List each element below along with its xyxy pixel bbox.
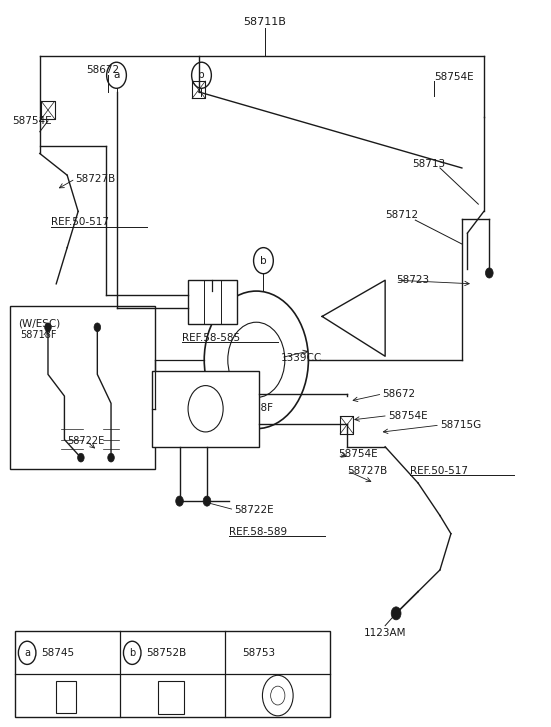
Circle shape bbox=[176, 496, 183, 506]
Circle shape bbox=[391, 607, 401, 620]
FancyBboxPatch shape bbox=[152, 371, 259, 447]
Text: 58722E: 58722E bbox=[67, 436, 105, 446]
Text: 1339CC: 1339CC bbox=[281, 353, 322, 363]
FancyBboxPatch shape bbox=[159, 681, 183, 715]
Text: 58712: 58712 bbox=[385, 210, 418, 220]
Circle shape bbox=[78, 454, 84, 462]
Text: 58752B: 58752B bbox=[147, 648, 187, 658]
Text: 58754E: 58754E bbox=[338, 449, 378, 459]
Text: 58715G: 58715G bbox=[440, 420, 481, 430]
Text: a: a bbox=[24, 648, 30, 658]
Text: 58754E: 58754E bbox=[435, 73, 474, 82]
Text: 58713: 58713 bbox=[413, 159, 446, 169]
Text: 58672: 58672 bbox=[87, 65, 120, 75]
Text: 1123AM: 1123AM bbox=[364, 628, 407, 638]
FancyBboxPatch shape bbox=[15, 632, 330, 717]
Text: REF.50-517: REF.50-517 bbox=[410, 466, 468, 475]
Text: 58753: 58753 bbox=[242, 648, 275, 658]
Text: a: a bbox=[114, 71, 120, 80]
Text: 58754E: 58754E bbox=[12, 116, 52, 126]
Text: 58754E: 58754E bbox=[388, 411, 428, 421]
Text: 58723: 58723 bbox=[396, 276, 429, 285]
Text: 58727B: 58727B bbox=[347, 466, 387, 475]
FancyBboxPatch shape bbox=[56, 681, 77, 713]
Text: 58718F: 58718F bbox=[20, 329, 57, 340]
Text: 58745: 58745 bbox=[41, 648, 74, 658]
Circle shape bbox=[45, 323, 51, 332]
Text: b: b bbox=[129, 648, 136, 658]
FancyBboxPatch shape bbox=[9, 305, 155, 468]
Circle shape bbox=[485, 268, 493, 278]
Text: (W/ESC): (W/ESC) bbox=[18, 318, 60, 329]
Text: b: b bbox=[260, 256, 267, 265]
Text: 58718F: 58718F bbox=[234, 403, 273, 414]
Text: 58722E: 58722E bbox=[234, 505, 274, 515]
Text: 58672: 58672 bbox=[382, 389, 415, 399]
Text: 58711B: 58711B bbox=[243, 17, 286, 27]
Circle shape bbox=[94, 323, 101, 332]
Text: REF.58-585: REF.58-585 bbox=[182, 333, 240, 343]
Circle shape bbox=[108, 454, 114, 462]
Text: 58727B: 58727B bbox=[75, 174, 116, 184]
Text: REF.50-517: REF.50-517 bbox=[51, 217, 109, 228]
Text: b: b bbox=[198, 71, 205, 80]
FancyBboxPatch shape bbox=[188, 280, 237, 324]
Circle shape bbox=[203, 496, 211, 506]
Text: REF.58-589: REF.58-589 bbox=[229, 526, 287, 537]
